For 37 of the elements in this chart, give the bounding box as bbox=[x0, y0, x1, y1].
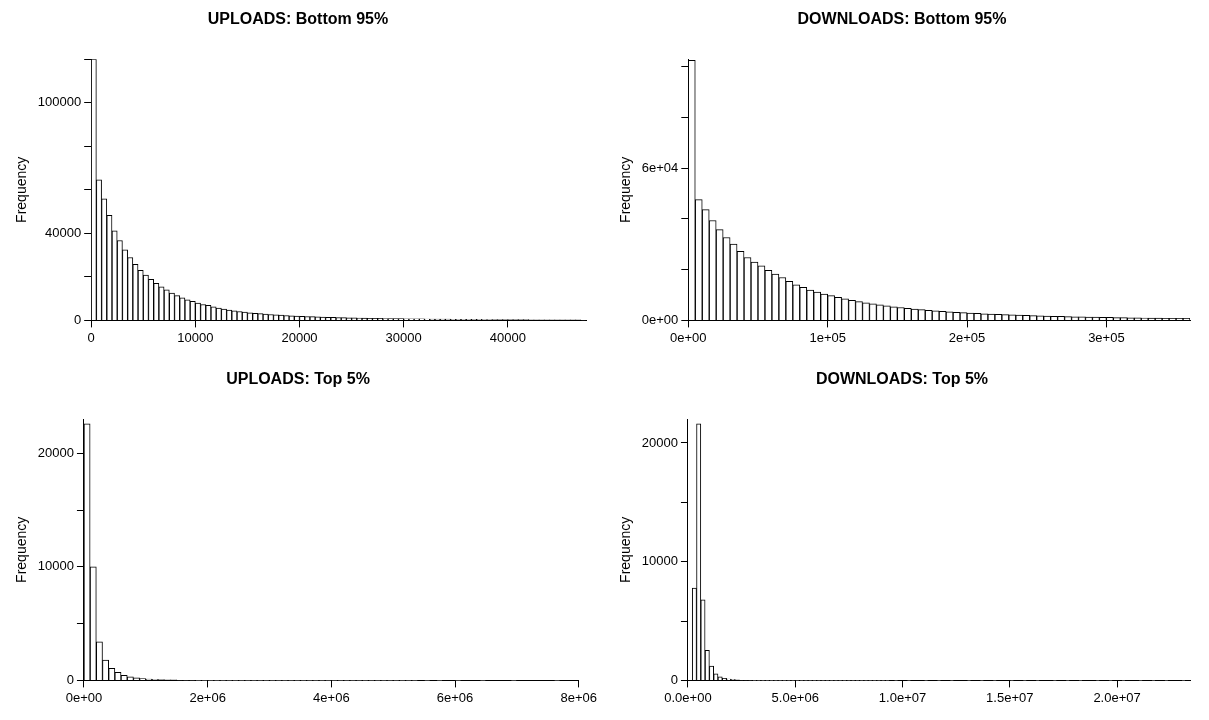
y-tick-label: 100000 bbox=[37, 94, 82, 110]
x-tick-label: 5.0e+06 bbox=[771, 689, 819, 705]
x-tick-label: 3e+05 bbox=[1088, 329, 1125, 345]
x-tick-label: 2e+06 bbox=[189, 689, 226, 705]
chart-title: DOWNLOADS: Bottom 95% bbox=[797, 10, 1007, 28]
chart-title: UPLOADS: Bottom 95% bbox=[207, 10, 389, 28]
y-tick-label: 10000 bbox=[37, 558, 74, 574]
x-tick-label: 0e+00 bbox=[670, 329, 707, 345]
chart-title: DOWNLOADS: Top 5% bbox=[815, 370, 989, 388]
y-tick-label: 0e+00 bbox=[641, 311, 679, 327]
y-tick-label: 40000 bbox=[45, 224, 82, 240]
x-tick-label: 0 bbox=[87, 329, 95, 345]
x-tick-label: 2.0e+07 bbox=[1093, 689, 1141, 705]
y-axis-title: Frequency bbox=[13, 156, 30, 223]
y-tick-label: 0 bbox=[66, 671, 74, 687]
x-tick-label: 20000 bbox=[281, 329, 318, 345]
x-tick-label: 4e+06 bbox=[313, 689, 350, 705]
x-tick-label: 1e+05 bbox=[809, 329, 846, 345]
y-axis-title: Frequency bbox=[13, 516, 30, 583]
y-tick-label: 20000 bbox=[37, 444, 74, 460]
y-axis-title: Frequency bbox=[617, 156, 634, 223]
x-tick-label: 0.0e+00 bbox=[664, 689, 712, 705]
chart-title: UPLOADS: Top 5% bbox=[226, 370, 370, 388]
y-tick-label: 0 bbox=[670, 671, 678, 687]
x-tick-label: 8e+06 bbox=[560, 689, 597, 705]
x-tick-label: 6e+06 bbox=[436, 689, 474, 705]
y-axis-title: Frequency bbox=[617, 516, 634, 583]
x-tick-label: 30000 bbox=[385, 329, 422, 345]
y-tick-label: 10000 bbox=[641, 553, 678, 569]
y-tick-label: 6e+04 bbox=[641, 159, 679, 175]
x-tick-label: 1.0e+07 bbox=[878, 689, 927, 705]
x-tick-label: 2e+05 bbox=[948, 329, 986, 345]
x-tick-label: 1.5e+07 bbox=[986, 689, 1034, 705]
x-tick-label: 10000 bbox=[177, 329, 214, 345]
y-tick-label: 20000 bbox=[641, 434, 678, 450]
x-tick-label: 40000 bbox=[489, 329, 526, 345]
y-tick-label: 0 bbox=[73, 311, 82, 327]
